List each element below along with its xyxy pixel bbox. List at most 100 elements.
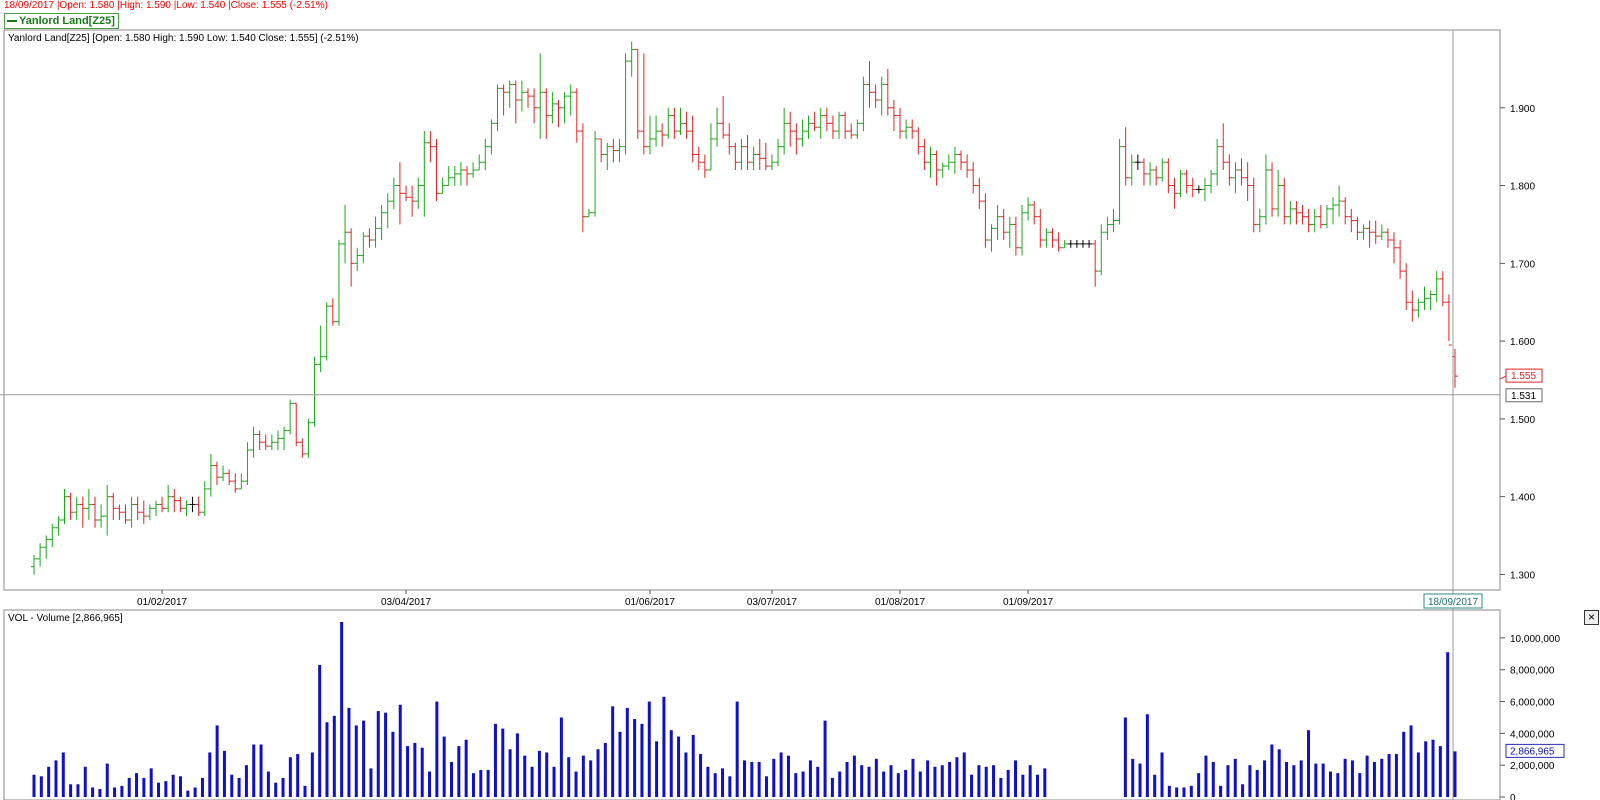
volume-bar xyxy=(530,766,534,797)
ohlc-bar xyxy=(567,84,574,116)
ohlc-bar xyxy=(860,76,867,132)
close-badge-pointer xyxy=(1499,375,1507,380)
volume-bar xyxy=(471,773,475,797)
volume-bar xyxy=(713,773,717,797)
ohlc-bar xyxy=(1403,263,1410,310)
price-tick-label: 1.500 xyxy=(1510,415,1535,426)
ohlc-bar xyxy=(701,154,708,178)
ohlc-bar xyxy=(445,166,452,187)
volume-bar xyxy=(1343,758,1347,797)
ohlc-bar xyxy=(714,107,721,147)
ohlc-bar xyxy=(372,216,379,248)
ohlc-bar xyxy=(671,107,678,139)
ohlc-bar xyxy=(872,84,879,108)
ohlc-bar xyxy=(1384,228,1391,248)
ohlc-bar xyxy=(799,119,806,147)
volume-bar xyxy=(874,758,878,797)
ohlc-bar xyxy=(37,543,44,567)
volume-bar xyxy=(735,701,739,797)
volume-bar xyxy=(786,755,790,797)
ohlc-bar xyxy=(1275,170,1282,217)
ohlc-bar xyxy=(903,119,910,139)
volume-bar xyxy=(559,717,563,797)
volume-bar xyxy=(222,750,226,797)
ohlc-bar xyxy=(1043,228,1050,248)
ohlc-bar xyxy=(207,453,214,497)
volume-bar xyxy=(757,762,761,797)
date-tick-label: 01/08/2017 xyxy=(875,597,925,608)
volume-bar xyxy=(1145,714,1149,797)
volume-bar xyxy=(113,787,117,797)
ohlc-bar xyxy=(457,162,464,186)
ohlc-bar xyxy=(695,146,702,170)
ohlc-bar xyxy=(311,356,318,427)
ohlc-bar xyxy=(543,88,550,139)
volume-bar xyxy=(1028,765,1032,797)
ohlc-bar xyxy=(220,465,227,482)
ohlc-bar xyxy=(329,298,336,326)
ohlc-bar xyxy=(1006,216,1013,248)
volume-bar xyxy=(889,765,893,797)
ohlc-bar xyxy=(67,492,74,520)
legend-label: Yanlord Land[Z25] xyxy=(19,15,115,27)
volume-bar xyxy=(808,760,812,797)
volume-bar xyxy=(369,768,373,797)
ohlc-bar xyxy=(79,496,86,528)
volume-bar xyxy=(39,776,43,797)
ohlc-bar xyxy=(122,504,129,524)
volume-bar xyxy=(296,754,300,797)
volume-bar xyxy=(926,760,930,797)
close-volume-panel-button[interactable]: × xyxy=(1584,610,1599,625)
volume-bar xyxy=(1380,758,1384,797)
volume-bar xyxy=(135,773,139,797)
ohlc-bar xyxy=(1220,123,1227,170)
volume-bar xyxy=(1189,785,1193,797)
volume-bar xyxy=(1241,784,1245,797)
ohlc-bar xyxy=(927,146,934,178)
volume-bar xyxy=(948,762,952,797)
ohlc-bar xyxy=(909,119,916,139)
ohlc-bar xyxy=(323,302,330,361)
volume-bar xyxy=(274,782,278,797)
ohlc-bar xyxy=(1067,240,1074,248)
volume-bar xyxy=(1014,760,1018,797)
ohlc-bar xyxy=(762,142,769,170)
ohlc-bar xyxy=(1140,158,1147,186)
ohlc-bar xyxy=(354,247,361,272)
volume-bar xyxy=(992,765,996,797)
volume-bar xyxy=(1153,774,1157,797)
ohlc-bar xyxy=(470,162,477,178)
volume-bar xyxy=(838,771,842,797)
ohlc-bar xyxy=(195,496,202,517)
series-legend[interactable]: Yanlord Land[Z25] xyxy=(4,13,119,29)
ohlc-bar xyxy=(756,138,763,170)
ohlc-bar xyxy=(1323,205,1330,229)
ohlc-bar xyxy=(921,138,928,170)
ohlc-bar xyxy=(55,516,62,536)
ohlc-bar xyxy=(1122,127,1129,186)
ohlc-bar xyxy=(640,53,647,155)
ohlc-bar xyxy=(281,426,288,450)
price-panel[interactable] xyxy=(3,29,1501,591)
ohlc-bar xyxy=(274,430,281,450)
ohlc-bar xyxy=(104,485,111,536)
volume-bar xyxy=(127,777,131,797)
volume-bar xyxy=(288,757,292,797)
volume-bar xyxy=(1409,725,1413,797)
ohlc-bar xyxy=(1433,271,1440,303)
volume-bar xyxy=(918,771,922,797)
volume-bar xyxy=(230,774,234,797)
ohlc-bar xyxy=(1171,177,1178,209)
volume-bar xyxy=(83,766,87,797)
ohlc-bar xyxy=(238,473,245,490)
ohlc-summary-line: 18/09/2017 |Open: 1.580 |High: 1.590 |Lo… xyxy=(4,0,328,11)
ohlc-bar xyxy=(707,123,714,171)
volume-bar xyxy=(1182,787,1186,797)
price-tick-label: 1.800 xyxy=(1510,182,1535,193)
volume-tick-label: 10,000,000 xyxy=(1510,634,1560,645)
volume-bar xyxy=(640,723,644,797)
volume-bar xyxy=(728,776,732,797)
volume-bar xyxy=(310,752,314,797)
